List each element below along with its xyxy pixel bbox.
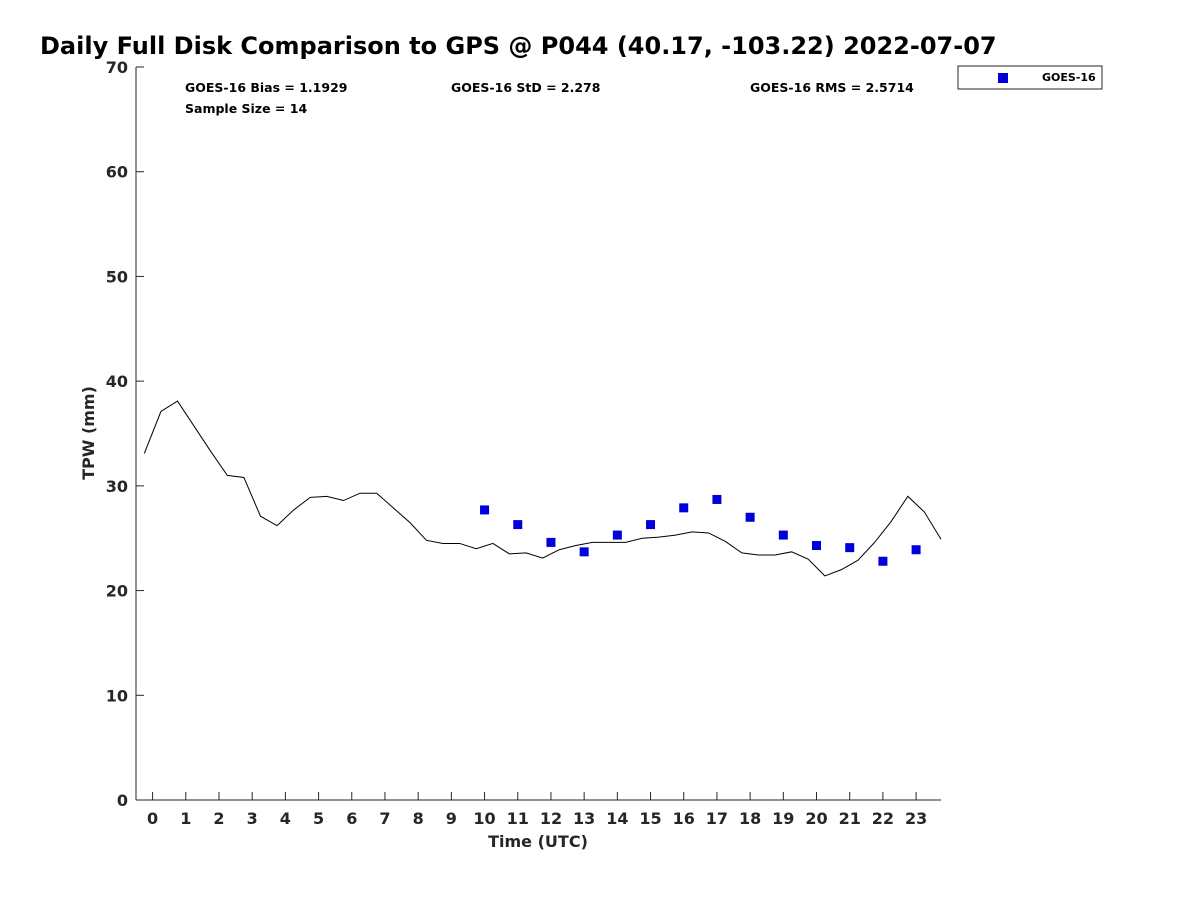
y-tick-label: 50 <box>106 267 128 286</box>
bias-stat: GOES-16 Bias = 1.1929 <box>185 80 347 95</box>
y-tick-label: 10 <box>106 686 128 705</box>
x-tick-label: 11 <box>507 809 529 828</box>
y-tick-label: 70 <box>106 58 128 77</box>
x-tick-label: 17 <box>706 809 728 828</box>
y-tick-label: 20 <box>106 582 128 601</box>
goes16-point <box>612 530 622 540</box>
goes16-point <box>778 530 788 540</box>
y-axis-label: TPW (mm) <box>79 386 98 480</box>
legend-label-goes16: GOES-16 <box>1042 71 1096 84</box>
x-tick-label: 22 <box>872 809 894 828</box>
x-tick-label: 16 <box>673 809 695 828</box>
sample-size-stat: Sample Size = 14 <box>185 101 307 116</box>
chart-title: Daily Full Disk Comparison to GPS @ P044… <box>40 32 997 60</box>
std-stat: GOES-16 StD = 2.278 <box>451 80 600 95</box>
x-tick-label: 23 <box>905 809 927 828</box>
x-axis-label: Time (UTC) <box>488 832 588 851</box>
goes16-point <box>646 520 656 530</box>
x-ticks: 0 1 2 3 4 5 6 7 8 9 10 11 12 13 14 15 16 17 18 19 20 21 22 23 <box>147 792 927 828</box>
goes16-point <box>911 545 921 555</box>
y-ticks: 0 10 20 30 40 50 60 70 <box>106 58 144 810</box>
x-tick-label: 8 <box>413 809 424 828</box>
x-tick-label: 4 <box>280 809 291 828</box>
x-tick-label: 20 <box>805 809 827 828</box>
y-tick-label: 40 <box>106 372 128 391</box>
y-tick-label: 60 <box>106 163 128 182</box>
x-tick-label: 0 <box>147 809 158 828</box>
x-tick-label: 5 <box>313 809 324 828</box>
x-tick-label: 7 <box>379 809 390 828</box>
x-tick-label: 1 <box>180 809 191 828</box>
x-tick-label: 19 <box>772 809 794 828</box>
legend: GOES-16 <box>957 65 1103 90</box>
x-tick-label: 13 <box>573 809 595 828</box>
legend-box <box>957 65 1103 90</box>
goes16-point <box>480 505 490 515</box>
x-tick-label: 9 <box>446 809 457 828</box>
goes16-point <box>812 541 822 551</box>
goes16-point <box>745 512 755 522</box>
x-tick-label: 10 <box>473 809 495 828</box>
x-tick-label: 2 <box>213 809 224 828</box>
x-tick-label: 14 <box>606 809 628 828</box>
legend-marker-goes16 <box>998 73 1008 83</box>
goes16-point <box>845 543 855 553</box>
series-layer <box>143 400 942 577</box>
y-tick-label: 0 <box>117 791 128 810</box>
goes16-point <box>579 547 589 557</box>
x-tick-label: 15 <box>639 809 661 828</box>
x-tick-label: 6 <box>346 809 357 828</box>
goes16-point <box>878 556 888 566</box>
y-tick-label: 30 <box>106 477 128 496</box>
gps-tpw-line <box>143 400 942 577</box>
goes16-point <box>712 494 722 504</box>
x-tick-label: 3 <box>247 809 258 828</box>
x-tick-label: 18 <box>739 809 761 828</box>
x-tick-label: 21 <box>839 809 861 828</box>
goes16-point <box>546 537 556 547</box>
rms-stat: GOES-16 RMS = 2.5714 <box>750 80 914 95</box>
goes16-point <box>679 503 689 513</box>
x-tick-label: 12 <box>540 809 562 828</box>
goes16-point <box>513 520 523 530</box>
